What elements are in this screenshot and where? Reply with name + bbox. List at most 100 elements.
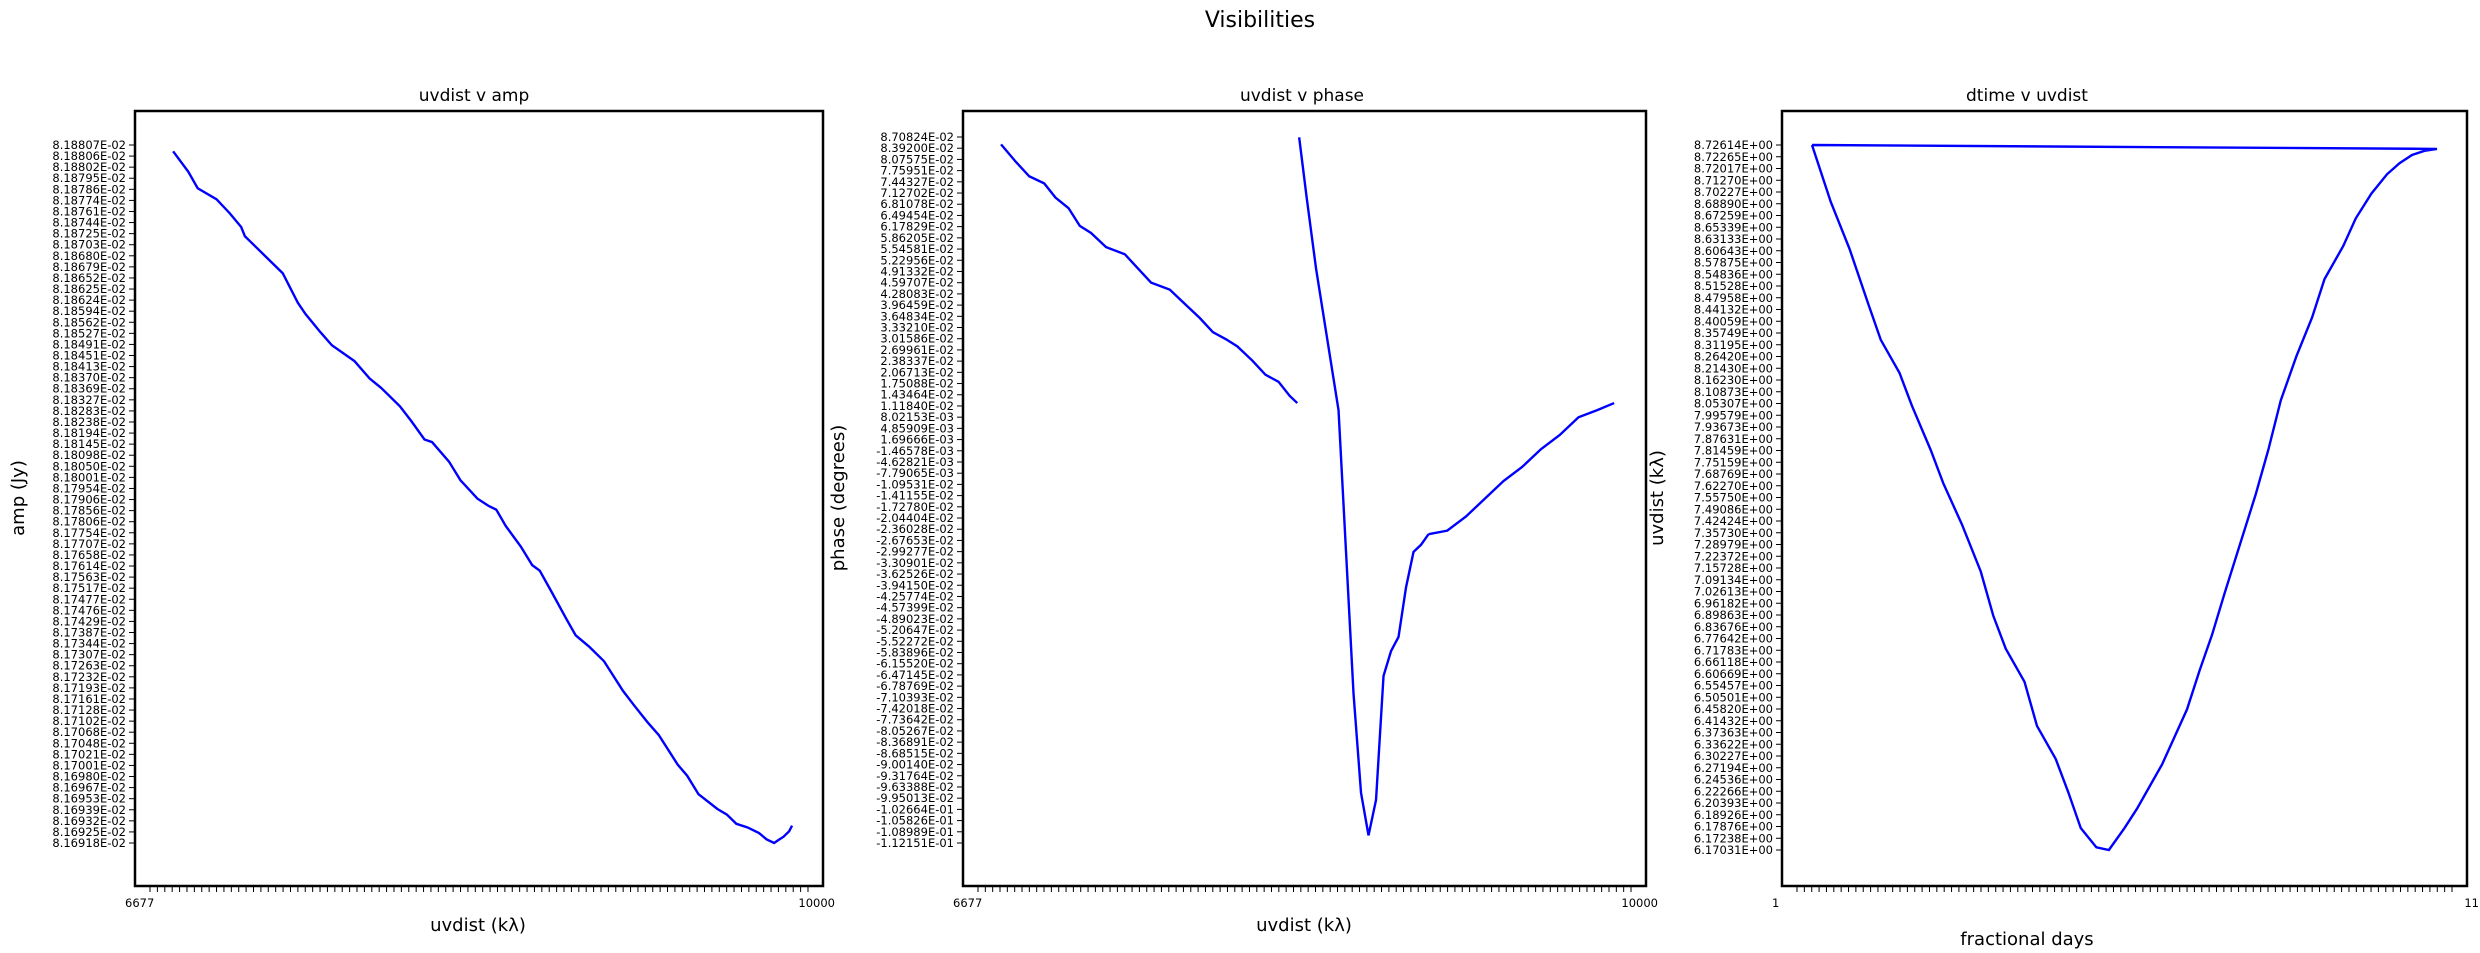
y-tick-label: -9.63388E-02	[876, 780, 954, 794]
y-tick-label: 8.18624E-02	[52, 293, 126, 307]
x-tick-label-first: 6677	[125, 896, 154, 910]
y-tick-label: 8.18774E-02	[52, 193, 126, 207]
y-tick-label: 2.06713E-02	[880, 365, 954, 379]
y-tick-label: 8.35749E+00	[1694, 326, 1773, 340]
y-tick-label: 6.83676E+00	[1694, 620, 1773, 634]
y-tick-label: 8.16967E-02	[52, 781, 126, 795]
panel3-ylabel: uvdist (kλ)	[1647, 450, 1668, 546]
y-tick-label: 1.43464E-02	[880, 388, 954, 402]
y-tick-label: 8.18725E-02	[52, 227, 126, 241]
y-tick-label: 7.22372E+00	[1694, 549, 1773, 563]
figure-title: Visibilities	[1205, 8, 1315, 33]
y-tick-label: 8.17128E-02	[52, 703, 126, 717]
y-tick-label: 7.87631E+00	[1694, 432, 1773, 446]
y-tick-label: 6.60669E+00	[1694, 667, 1773, 681]
y-tick-label: 8.17856E-02	[52, 504, 126, 518]
y-tick-label: 6.17829E-02	[880, 220, 954, 234]
y-tick-label: 8.17232E-02	[52, 670, 126, 684]
y-tick-label: 8.54836E+00	[1694, 267, 1773, 281]
y-tick-label: 8.18786E-02	[52, 182, 126, 196]
y-tick-label: 8.17517E-02	[52, 581, 126, 595]
y-tick-label: 8.17102E-02	[52, 714, 126, 728]
panel1-series-line	[172, 150, 794, 845]
y-tick-label: 4.28083E-02	[880, 287, 954, 301]
y-tick-label: 6.30227E+00	[1694, 749, 1773, 763]
panel3-xlabel: fractional days	[1960, 929, 2093, 950]
y-tick-label: 1.11840E-02	[880, 399, 954, 413]
panel3-series-line	[1810, 143, 2438, 852]
y-tick-label: 3.96459E-02	[880, 298, 954, 312]
y-tick-label: 7.93673E+00	[1694, 420, 1773, 434]
y-tick-label: 8.18413E-02	[52, 360, 126, 374]
panel3-title: dtime v uvdist	[1966, 86, 2088, 106]
y-tick-label: 6.49454E-02	[880, 208, 954, 222]
y-tick-label: 8.16230E+00	[1694, 373, 1773, 387]
panel2-x-ticks: 6677 10000	[953, 886, 1658, 910]
y-tick-label: 7.35730E+00	[1694, 526, 1773, 540]
y-tick-label: 8.17477E-02	[52, 592, 126, 606]
y-tick-label: 8.40059E+00	[1694, 314, 1773, 328]
y-tick-label: 8.18370E-02	[52, 371, 126, 385]
y-tick-label: 8.17161E-02	[52, 692, 126, 706]
y-tick-label: 8.18194E-02	[52, 426, 126, 440]
y-tick-label: -5.20647E-02	[876, 623, 954, 637]
y-tick-label: 8.17001E-02	[52, 758, 126, 772]
y-tick-label: 8.18451E-02	[52, 349, 126, 363]
y-tick-label: 7.99579E+00	[1694, 408, 1773, 422]
y-tick-label: 6.77642E+00	[1694, 632, 1773, 646]
y-tick-label: 8.70227E+00	[1694, 185, 1773, 199]
y-tick-label: 8.67259E+00	[1694, 209, 1773, 223]
y-tick-label: 8.07575E-02	[880, 152, 954, 166]
y-tick-label: 8.18238E-02	[52, 415, 126, 429]
y-tick-label: 8.17021E-02	[52, 747, 126, 761]
y-tick-label: 8.57875E+00	[1694, 256, 1773, 270]
y-tick-label: 6.45820E+00	[1694, 702, 1773, 716]
y-tick-label: -6.15520E-02	[876, 657, 954, 671]
y-tick-label: 6.37363E+00	[1694, 726, 1773, 740]
panel2-frame	[961, 109, 1648, 888]
panel-uvdist-v-phase: uvdist v phase 8.70824E-028.39200E-028.0…	[828, 86, 1658, 936]
y-tick-label: 8.17048E-02	[52, 736, 126, 750]
panel1-xlabel: uvdist (kλ)	[430, 915, 526, 936]
y-tick-label: 8.17344E-02	[52, 637, 126, 651]
y-tick-label: 8.02153E-03	[880, 410, 954, 424]
y-tick-label: 8.17754E-02	[52, 526, 126, 540]
y-tick-label: 2.38337E-02	[880, 354, 954, 368]
y-tick-label: 8.16925E-02	[52, 825, 126, 839]
y-tick-label: -1.12151E-01	[876, 836, 954, 850]
y-tick-label: 5.54581E-02	[880, 242, 954, 256]
y-tick-label: 8.18562E-02	[52, 315, 126, 329]
y-tick-label: -6.47145E-02	[876, 668, 954, 682]
y-tick-label: -4.57399E-02	[876, 601, 954, 615]
y-tick-label: -1.05826E-01	[876, 814, 954, 828]
y-tick-label: 7.75159E+00	[1694, 455, 1773, 469]
y-tick-label: 8.10873E+00	[1694, 385, 1773, 399]
panel1-y-ticks: 8.18807E-028.18806E-028.18802E-028.18795…	[52, 138, 135, 850]
y-tick-label: 8.47958E+00	[1694, 291, 1773, 305]
y-tick-label: -8.68515E-02	[876, 746, 954, 760]
y-tick-label: 8.18761E-02	[52, 204, 126, 218]
y-tick-label: -7.42018E-02	[876, 702, 954, 716]
y-tick-label: 8.31195E+00	[1694, 338, 1773, 352]
panel-uvdist-v-amp: uvdist v amp 8.18807E-028.18806E-028.188…	[8, 86, 835, 936]
y-tick-label: 8.63133E+00	[1694, 232, 1773, 246]
y-tick-label: 8.18145E-02	[52, 437, 126, 451]
panel1-x-ticks: 6677 10000	[125, 886, 835, 910]
y-tick-label: 8.17193E-02	[52, 681, 126, 695]
y-tick-label: 8.72265E+00	[1694, 150, 1773, 164]
y-tick-label: 8.17658E-02	[52, 548, 126, 562]
y-tick-label: 8.51528E+00	[1694, 279, 1773, 293]
y-tick-label: 8.16918E-02	[52, 836, 126, 850]
y-tick-label: -8.36891E-02	[876, 735, 954, 749]
y-tick-label: 3.64834E-02	[880, 309, 954, 323]
y-tick-label: 8.17906E-02	[52, 493, 126, 507]
y-tick-label: 8.18679E-02	[52, 260, 126, 274]
y-tick-label: -7.79065E-03	[876, 466, 954, 480]
y-tick-label: 8.16939E-02	[52, 803, 126, 817]
y-tick-label: 8.16980E-02	[52, 770, 126, 784]
y-tick-label: 8.17563E-02	[52, 570, 126, 584]
y-tick-label: -1.09531E-02	[876, 477, 954, 491]
y-tick-label: 6.41432E+00	[1694, 714, 1773, 728]
y-tick-label: 6.18926E+00	[1694, 808, 1773, 822]
